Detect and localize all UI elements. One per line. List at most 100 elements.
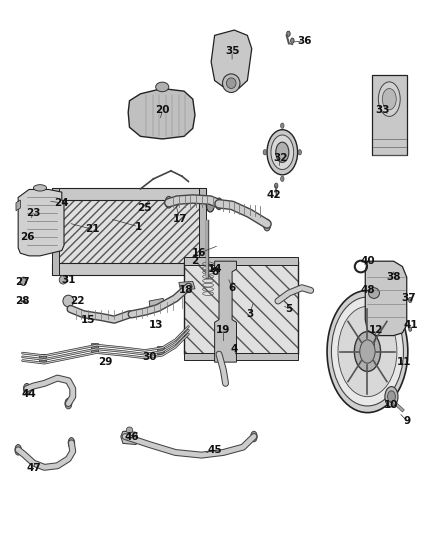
Bar	[184, 261, 297, 354]
Ellipse shape	[122, 431, 128, 442]
Text: 9: 9	[403, 416, 410, 425]
Ellipse shape	[354, 332, 381, 372]
Ellipse shape	[63, 295, 74, 307]
Polygon shape	[365, 261, 407, 336]
Text: 23: 23	[26, 208, 41, 219]
Text: 10: 10	[384, 400, 399, 410]
Polygon shape	[179, 281, 195, 290]
Bar	[52, 263, 206, 275]
Ellipse shape	[271, 135, 293, 169]
Polygon shape	[128, 88, 195, 139]
Text: 11: 11	[397, 357, 412, 367]
Ellipse shape	[382, 88, 396, 110]
Ellipse shape	[226, 78, 236, 88]
Text: 3: 3	[246, 309, 253, 319]
Ellipse shape	[264, 219, 271, 231]
Ellipse shape	[290, 38, 294, 43]
Ellipse shape	[23, 383, 30, 394]
Ellipse shape	[276, 142, 289, 163]
Text: 4: 4	[230, 344, 238, 354]
Text: 26: 26	[20, 232, 34, 243]
Text: 44: 44	[22, 389, 36, 399]
Ellipse shape	[126, 427, 133, 433]
Text: 14: 14	[207, 264, 222, 274]
Text: 29: 29	[98, 357, 113, 367]
Text: 12: 12	[369, 325, 383, 335]
Text: 31: 31	[61, 275, 76, 285]
Ellipse shape	[155, 82, 169, 92]
Ellipse shape	[287, 31, 290, 36]
Bar	[52, 188, 59, 275]
Text: 46: 46	[124, 432, 139, 441]
Text: 47: 47	[26, 463, 41, 473]
Ellipse shape	[15, 445, 21, 455]
Text: 40: 40	[360, 256, 375, 266]
Text: 30: 30	[142, 352, 156, 362]
Ellipse shape	[223, 74, 240, 93]
Bar	[372, 75, 407, 155]
Text: 2: 2	[191, 256, 198, 266]
Ellipse shape	[215, 198, 223, 209]
Text: 28: 28	[15, 296, 30, 306]
Text: 1: 1	[134, 222, 142, 232]
Ellipse shape	[385, 386, 398, 407]
Text: 24: 24	[54, 198, 69, 208]
Bar	[91, 343, 98, 351]
Polygon shape	[149, 298, 165, 308]
Ellipse shape	[332, 297, 403, 406]
Text: 19: 19	[216, 325, 230, 335]
Text: 42: 42	[266, 190, 281, 200]
Bar	[184, 261, 297, 354]
Text: 18: 18	[179, 285, 194, 295]
Polygon shape	[211, 30, 252, 88]
Ellipse shape	[251, 431, 257, 442]
Ellipse shape	[68, 438, 75, 448]
Text: 15: 15	[81, 314, 95, 325]
Text: 45: 45	[207, 445, 222, 455]
Bar	[184, 352, 297, 360]
Ellipse shape	[360, 340, 375, 363]
Ellipse shape	[267, 130, 297, 175]
Ellipse shape	[378, 82, 400, 116]
Bar	[156, 346, 163, 354]
Text: 21: 21	[85, 224, 99, 235]
Ellipse shape	[263, 150, 267, 155]
Text: 6: 6	[229, 282, 236, 293]
Text: 22: 22	[70, 296, 85, 306]
Ellipse shape	[206, 199, 214, 212]
Bar	[39, 353, 46, 362]
Ellipse shape	[281, 123, 284, 128]
Text: 32: 32	[273, 152, 287, 163]
Bar	[55, 195, 204, 264]
Text: 41: 41	[404, 320, 418, 330]
Ellipse shape	[409, 327, 412, 332]
Text: 48: 48	[360, 285, 375, 295]
Ellipse shape	[59, 276, 67, 284]
Text: 38: 38	[386, 272, 401, 282]
Bar	[199, 188, 206, 275]
Polygon shape	[215, 261, 237, 362]
Ellipse shape	[388, 391, 396, 402]
Text: 27: 27	[15, 278, 30, 287]
Polygon shape	[16, 200, 20, 211]
Polygon shape	[18, 189, 64, 256]
Bar	[52, 188, 206, 199]
Ellipse shape	[33, 184, 46, 191]
Text: 25: 25	[138, 203, 152, 213]
Ellipse shape	[409, 297, 412, 303]
Text: 8: 8	[211, 267, 218, 277]
Ellipse shape	[20, 277, 26, 286]
Ellipse shape	[165, 196, 172, 208]
Ellipse shape	[65, 398, 72, 409]
Text: 33: 33	[375, 105, 390, 115]
Text: 13: 13	[148, 320, 163, 330]
Text: 20: 20	[155, 105, 170, 115]
Polygon shape	[121, 431, 138, 445]
Ellipse shape	[368, 288, 379, 298]
Ellipse shape	[327, 290, 408, 413]
Bar	[184, 257, 297, 265]
Text: 36: 36	[297, 36, 311, 46]
Text: 17: 17	[173, 214, 187, 224]
Ellipse shape	[275, 183, 278, 188]
Ellipse shape	[338, 306, 397, 397]
